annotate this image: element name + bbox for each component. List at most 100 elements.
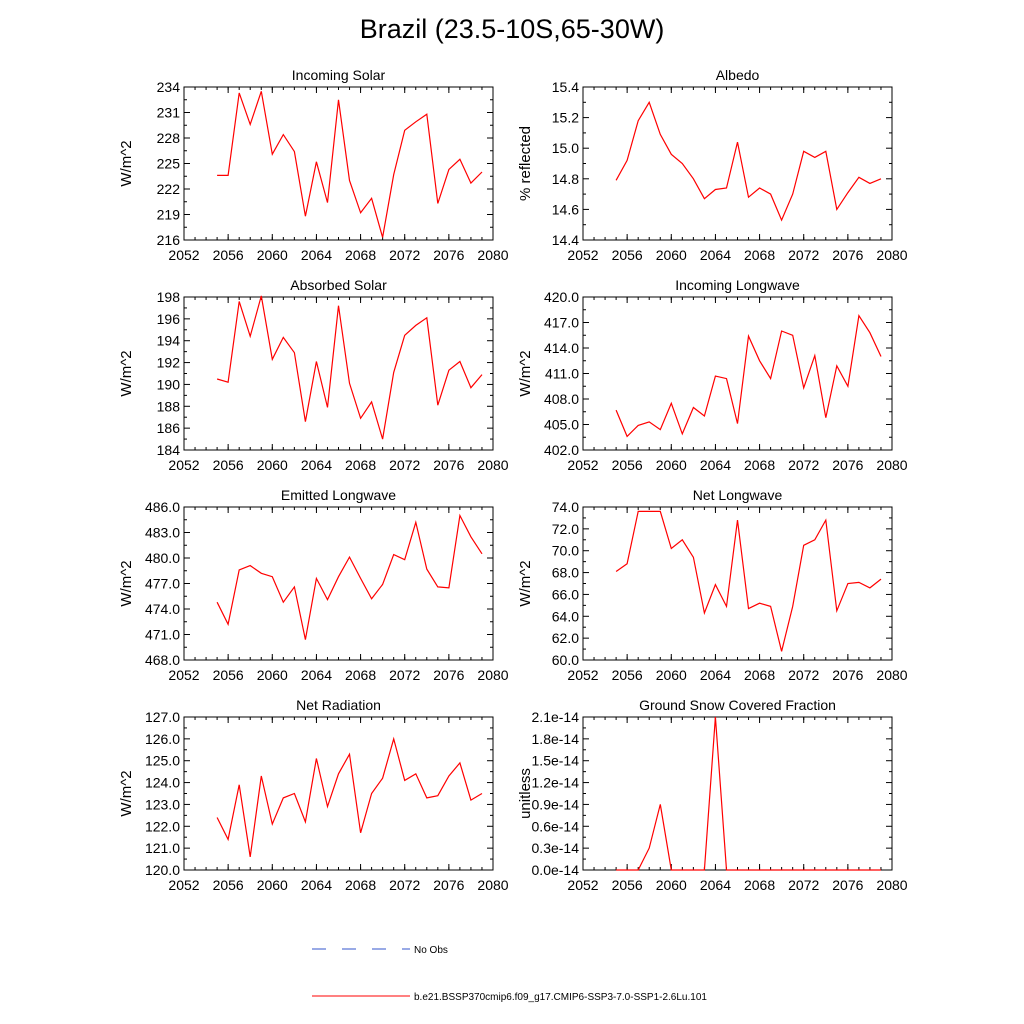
x-tick-label: 2060 — [656, 877, 687, 893]
y-axis-label: W/m^2 — [517, 350, 534, 396]
series-line — [217, 91, 483, 238]
y-tick-label: 194 — [157, 333, 181, 349]
x-tick-label: 2064 — [301, 667, 332, 683]
y-tick-label: 471.0 — [145, 627, 180, 643]
y-tick-label: 417.0 — [544, 315, 579, 331]
x-tick-label: 2052 — [567, 667, 598, 683]
y-tick-label: 60.0 — [552, 652, 579, 668]
y-tick-label: 222 — [157, 181, 181, 197]
series-line — [216, 513, 483, 640]
panel-title: Emitted Longwave — [281, 487, 396, 503]
x-tick-label: 2060 — [257, 457, 288, 473]
y-tick-label: 198 — [157, 289, 181, 305]
x-tick-label: 2056 — [213, 457, 244, 473]
main-title: Brazil (23.5-10S,65-30W) — [359, 14, 665, 44]
y-tick-label: 15.2 — [552, 110, 579, 126]
x-tick-label: 2064 — [700, 877, 731, 893]
x-tick-label: 2076 — [433, 247, 464, 263]
y-tick-label: 184 — [157, 442, 181, 458]
x-tick-label: 2068 — [345, 667, 376, 683]
y-tick-label: 225 — [157, 156, 181, 172]
x-tick-label: 2068 — [345, 877, 376, 893]
panel-title: Albedo — [716, 67, 760, 83]
x-tick-label: 2064 — [301, 247, 332, 263]
x-tick-label: 2072 — [788, 877, 819, 893]
x-tick-label: 2072 — [389, 247, 420, 263]
x-tick-label: 2068 — [345, 457, 376, 473]
x-tick-label: 2080 — [876, 457, 907, 473]
x-tick-label: 2052 — [168, 877, 199, 893]
x-tick-label: 2056 — [612, 667, 643, 683]
y-tick-label: 1.8e-14 — [532, 731, 580, 747]
y-tick-label: 188 — [157, 398, 181, 414]
series-line — [615, 314, 882, 438]
y-tick-label: 411.0 — [545, 366, 579, 382]
y-tick-label: 408.0 — [544, 391, 579, 407]
x-tick-label: 2056 — [213, 877, 244, 893]
x-tick-label: 2068 — [744, 457, 775, 473]
y-tick-label: 15.4 — [552, 79, 579, 95]
y-tick-label: 123.0 — [145, 796, 180, 812]
y-tick-label: 14.6 — [552, 201, 579, 217]
y-tick-label: 122.0 — [145, 818, 180, 834]
y-tick-label: 474.0 — [145, 601, 180, 617]
x-tick-label: 2068 — [744, 667, 775, 683]
series-line — [216, 295, 483, 440]
y-axis-label: % reflected — [517, 126, 534, 201]
x-tick-label: 2056 — [612, 877, 643, 893]
x-tick-label: 2052 — [567, 247, 598, 263]
x-tick-label: 2080 — [477, 457, 508, 473]
x-tick-label: 2056 — [612, 457, 643, 473]
x-tick-label: 2064 — [301, 457, 332, 473]
y-tick-label: 126.0 — [145, 731, 180, 747]
y-tick-label: 228 — [157, 130, 181, 146]
x-tick-label: 2072 — [788, 667, 819, 683]
x-tick-label: 2056 — [213, 667, 244, 683]
chart-panel: Incoming Longwave W/m^2 2052 2056 2060 2064 20… — [517, 277, 908, 473]
x-tick-label: 2060 — [656, 457, 687, 473]
y-tick-label: 192 — [157, 355, 181, 371]
x-tick-label: 2076 — [832, 877, 863, 893]
x-tick-label: 2056 — [612, 247, 643, 263]
x-tick-label: 2052 — [168, 247, 199, 263]
x-tick-label: 2064 — [700, 667, 731, 683]
series-line — [615, 510, 882, 652]
x-tick-label: 2076 — [433, 667, 464, 683]
chart-panel: Net Longwave W/m^2 2052 2056 2060 2064 2068 207… — [517, 487, 908, 683]
y-tick-label: 414.0 — [544, 340, 579, 356]
y-axis-label: W/m^2 — [517, 560, 534, 606]
x-tick-label: 2080 — [477, 247, 508, 263]
x-tick-label: 2072 — [389, 667, 420, 683]
x-tick-label: 2052 — [567, 457, 598, 473]
y-tick-label: 219 — [157, 207, 181, 223]
x-tick-label: 2068 — [744, 247, 775, 263]
x-tick-label: 2068 — [744, 877, 775, 893]
y-tick-label: 486.0 — [145, 499, 180, 515]
x-tick-label: 2076 — [433, 457, 464, 473]
y-tick-label: 420.0 — [544, 289, 579, 305]
y-tick-label: 72.0 — [552, 521, 579, 537]
y-tick-label: 480.0 — [145, 550, 180, 566]
x-tick-label: 2076 — [433, 877, 464, 893]
x-tick-label: 2060 — [257, 247, 288, 263]
y-tick-label: 14.8 — [552, 171, 579, 187]
panel-title: Ground Snow Covered Fraction — [639, 697, 836, 713]
y-tick-label: 70.0 — [552, 543, 579, 559]
x-tick-label: 2060 — [257, 667, 288, 683]
x-tick-label: 2072 — [389, 877, 420, 893]
y-tick-label: 477.0 — [145, 576, 180, 592]
y-tick-label: 74.0 — [552, 499, 579, 515]
y-tick-label: 1.2e-14 — [532, 775, 580, 791]
y-tick-label: 234 — [157, 79, 181, 95]
legend-obs-label: No Obs — [414, 945, 448, 956]
series-line — [216, 736, 483, 857]
y-tick-label: 15.0 — [552, 140, 579, 156]
y-tick-label: 231 — [157, 105, 181, 121]
x-tick-label: 2072 — [788, 247, 819, 263]
x-tick-label: 2076 — [832, 667, 863, 683]
x-tick-label: 2080 — [876, 877, 907, 893]
panel-title: Incoming Solar — [292, 67, 386, 83]
y-tick-label: 0.0e-14 — [532, 862, 580, 878]
x-tick-label: 2072 — [389, 457, 420, 473]
